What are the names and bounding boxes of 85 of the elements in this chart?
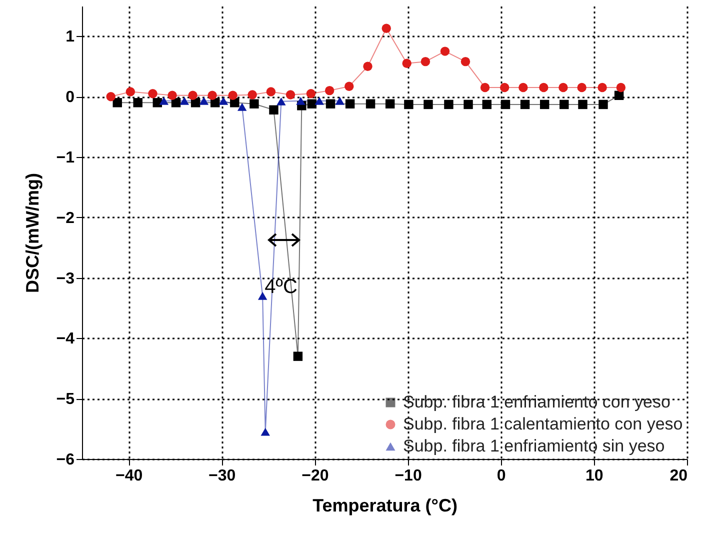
point (402, 58, 412, 68)
point (188, 90, 198, 100)
point (540, 100, 550, 110)
point (171, 98, 181, 108)
point (199, 96, 209, 105)
point (286, 90, 296, 100)
point (404, 100, 414, 110)
point (210, 98, 220, 108)
point (258, 292, 268, 300)
x-tick-label: 20 (670, 468, 688, 484)
point (482, 100, 492, 110)
y-tick-label: 1 (66, 28, 75, 46)
point (168, 90, 177, 100)
y-tick-label: −3 (56, 270, 75, 288)
point (520, 100, 530, 110)
point (500, 82, 510, 92)
point (598, 100, 608, 110)
point (324, 86, 334, 96)
y-tick-label: −2 (56, 210, 75, 227)
point (560, 100, 569, 110)
point (126, 87, 136, 96)
point (614, 90, 624, 100)
point (307, 99, 317, 108)
legend-label: Subp. fibra 1 enfriamiento con yeso (403, 392, 670, 412)
point (577, 82, 586, 92)
point (335, 96, 344, 105)
x-tick-label: −10 (394, 468, 422, 484)
point (237, 102, 247, 111)
legend-label: Subp. fibra 1 enfriamiento sin yeso (403, 436, 665, 456)
point (382, 24, 391, 33)
x-tick-label: −40 (115, 468, 143, 484)
point (293, 352, 303, 361)
point (345, 99, 355, 108)
point (250, 99, 259, 108)
point (366, 99, 376, 108)
point (460, 56, 470, 66)
point (228, 90, 238, 100)
point (269, 105, 278, 114)
point (180, 96, 189, 105)
y-tick-label: −1 (56, 150, 75, 166)
point (106, 92, 116, 102)
y-tick-label: −5 (56, 391, 75, 408)
x-tick-label: 0 (496, 468, 506, 484)
y-tick-label: −4 (56, 330, 75, 348)
x-tick-label: −30 (208, 468, 236, 484)
point (296, 96, 306, 105)
x-axis-title: Temperatura (°C) (312, 496, 458, 516)
point (385, 99, 395, 108)
point (464, 100, 473, 110)
annotation: 4ºC (264, 276, 298, 298)
point (276, 97, 286, 106)
point (500, 100, 510, 110)
point (148, 88, 158, 98)
point (133, 98, 142, 108)
point (344, 82, 354, 91)
point (616, 82, 626, 92)
point (440, 46, 450, 56)
y-axis-title: DSC/(mW/mg) (22, 173, 42, 293)
point (558, 82, 568, 92)
point (112, 98, 122, 108)
point (326, 99, 336, 108)
x-tick-label: 10 (586, 468, 604, 484)
point (539, 82, 548, 92)
point (266, 87, 276, 96)
legend-label: Subp. fibra 1 calentamiento con yeso (403, 414, 683, 434)
y-tick-label: 0 (66, 89, 75, 106)
y-tick-label: −6 (56, 452, 75, 468)
point (159, 96, 169, 105)
point (208, 90, 217, 100)
point (363, 62, 372, 71)
point (598, 82, 607, 92)
point (518, 82, 528, 92)
point (314, 96, 324, 105)
point (420, 56, 430, 66)
point (578, 100, 588, 110)
point (190, 98, 200, 108)
point (444, 100, 454, 110)
point (306, 88, 316, 98)
point (424, 100, 433, 110)
point (248, 90, 257, 100)
point (260, 428, 270, 436)
x-tick-label: −20 (302, 468, 329, 484)
point (218, 96, 228, 105)
point (152, 98, 162, 108)
point (480, 82, 490, 92)
